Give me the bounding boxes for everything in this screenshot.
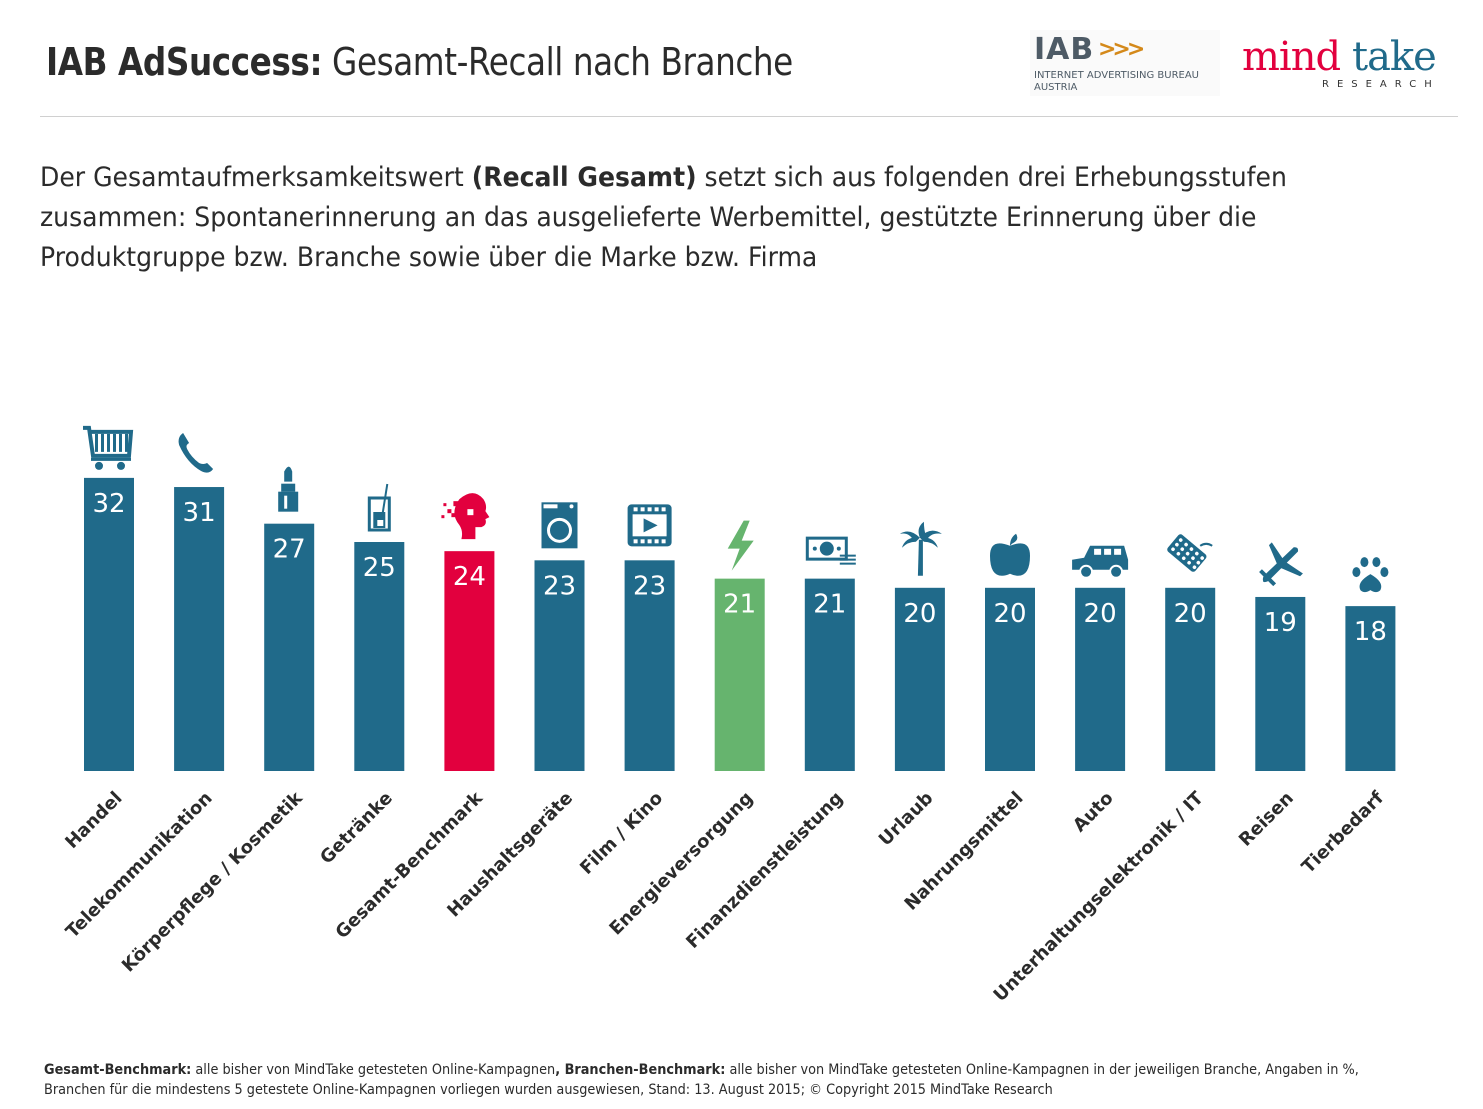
bar-9 [804, 578, 855, 771]
iab-austria-logo: IAB >>> INTERNET ADVERTISING BUREAU AUST… [1030, 30, 1220, 96]
bar-1 [84, 477, 134, 771]
iab-logo-subtitle: INTERNET ADVERTISING BUREAU AUSTRIA [1034, 70, 1199, 94]
mindtake-logo-take: take [1352, 34, 1437, 80]
drink-glass-icon [367, 483, 391, 532]
bar-8 [714, 578, 765, 771]
bar-3 [264, 523, 315, 771]
paw-icon [1352, 557, 1389, 593]
category-label: Unterhaltungselektronik / IT [990, 787, 1209, 1006]
intro-bold-text: (Recall Gesamt) [471, 162, 697, 193]
category-label: Film / Kino [576, 788, 667, 879]
bar-7 [624, 560, 675, 771]
bar-value-label: 32 [92, 489, 125, 519]
intro-text: Der Gesamtaufmerksamkeitswert [40, 162, 472, 193]
head-pixels-icon [441, 493, 490, 540]
category-label: Getränke [316, 788, 397, 869]
footnote-bold: Gesamt-Benchmark: [44, 1062, 192, 1078]
iab-logo-line2: AUSTRIA [1034, 82, 1078, 93]
bar-value-label: 20 [903, 599, 936, 629]
category-label: Handel [61, 788, 126, 853]
intro-line-1: Der Gesamtaufmerksamkeitswert (Recall Ge… [40, 158, 1361, 198]
bar-5 [444, 551, 495, 771]
lightning-icon [727, 520, 754, 571]
category-label: Haushaltsgeräte [443, 788, 577, 922]
category-label: Nahrungsmittel [900, 788, 1027, 915]
title-regular: Gesamt-Recall nach Branche [322, 40, 793, 84]
mindtake-research-logo: mind take RESEARCH [1240, 28, 1460, 98]
bar-value-label: 20 [993, 599, 1026, 629]
bar-value-label: 20 [1174, 599, 1207, 629]
bar-value-label: 21 [813, 590, 846, 620]
bar-4 [354, 542, 405, 771]
bar-value-label: 21 [723, 590, 756, 620]
bar-value-label: 20 [1084, 599, 1117, 629]
iab-logo-arrows-icon: >>> [1098, 37, 1145, 62]
apple-icon [990, 533, 1030, 576]
bar-15 [1345, 606, 1396, 771]
category-label: Körperpflege / Kosmetik [118, 787, 307, 976]
bar-value-label: 27 [273, 535, 306, 565]
intro-line-2: zusammen: Spontanerinnerung an das ausge… [40, 202, 1257, 233]
bar-6 [534, 560, 585, 771]
bar-value-label: 31 [183, 498, 216, 528]
palm-tree-icon [899, 521, 942, 576]
iab-logo-word: IAB [1034, 32, 1095, 67]
bar-12 [1075, 587, 1126, 771]
category-label: Finanzdienstleistung [682, 788, 847, 953]
lipstick-icon [278, 466, 299, 512]
header-divider [40, 116, 1458, 117]
footnote-text: alle bisher von MindTake getesteten Onli… [725, 1062, 1359, 1078]
category-label: Auto [1069, 788, 1118, 837]
intro-paragraph: Der Gesamtaufmerksamkeitswert (Recall Ge… [40, 158, 1361, 278]
mindtake-logo-research: RESEARCH [1322, 79, 1440, 90]
bar-2 [174, 487, 225, 771]
intro-line-3: Produktgruppe bzw. Branche sowie über di… [40, 242, 818, 273]
bar-10 [894, 587, 945, 771]
bar-value-label: 18 [1354, 617, 1387, 647]
category-label: Urlaub [875, 788, 938, 851]
bar-value-label: 25 [363, 553, 396, 583]
airplane-icon [1259, 542, 1303, 587]
footnote-bold: , Branchen-Benchmark: [555, 1062, 726, 1078]
footnote-line-1: Gesamt-Benchmark: alle bisher von MindTa… [44, 1060, 1359, 1080]
page-title: IAB AdSuccess: Gesamt-Recall nach Branch… [46, 40, 793, 84]
bar-11 [985, 587, 1035, 771]
iab-logo-line1: INTERNET ADVERTISING BUREAU [1034, 70, 1200, 81]
footnote: Gesamt-Benchmark: alle bisher von MindTa… [44, 1060, 1359, 1100]
mindtake-logo-mind: mind [1242, 34, 1341, 80]
category-label: Telekommunikation [62, 788, 217, 943]
intro-text: setzt sich aus folgenden drei Erhebungss… [696, 162, 1287, 193]
bar-value-label: 23 [633, 571, 666, 601]
banknote-euro-icon [805, 536, 856, 565]
title-bold: IAB AdSuccess: [46, 40, 323, 84]
bar-13 [1165, 587, 1216, 771]
bar-value-label: 24 [453, 562, 486, 592]
bar-value-label: 19 [1264, 608, 1297, 638]
footnote-text: alle bisher von MindTake getesteten Onli… [191, 1062, 556, 1078]
category-label: Gesamt-Benchmark [332, 787, 488, 943]
washing-machine-icon [541, 502, 578, 549]
car-icon [1072, 545, 1129, 579]
keyboard-icon [1167, 534, 1213, 572]
shopping-cart-icon [83, 425, 134, 470]
bar-14 [1255, 596, 1306, 771]
footnote-line-2: Branchen für die mindestens 5 getestete … [44, 1082, 1053, 1098]
category-label: Tierbedarf [1298, 788, 1388, 878]
film-play-icon [627, 504, 672, 547]
phone-icon [178, 433, 214, 473]
category-label: Energieversorgung [605, 788, 757, 940]
bar-value-label: 23 [543, 571, 576, 601]
category-label: Reisen [1235, 788, 1298, 851]
